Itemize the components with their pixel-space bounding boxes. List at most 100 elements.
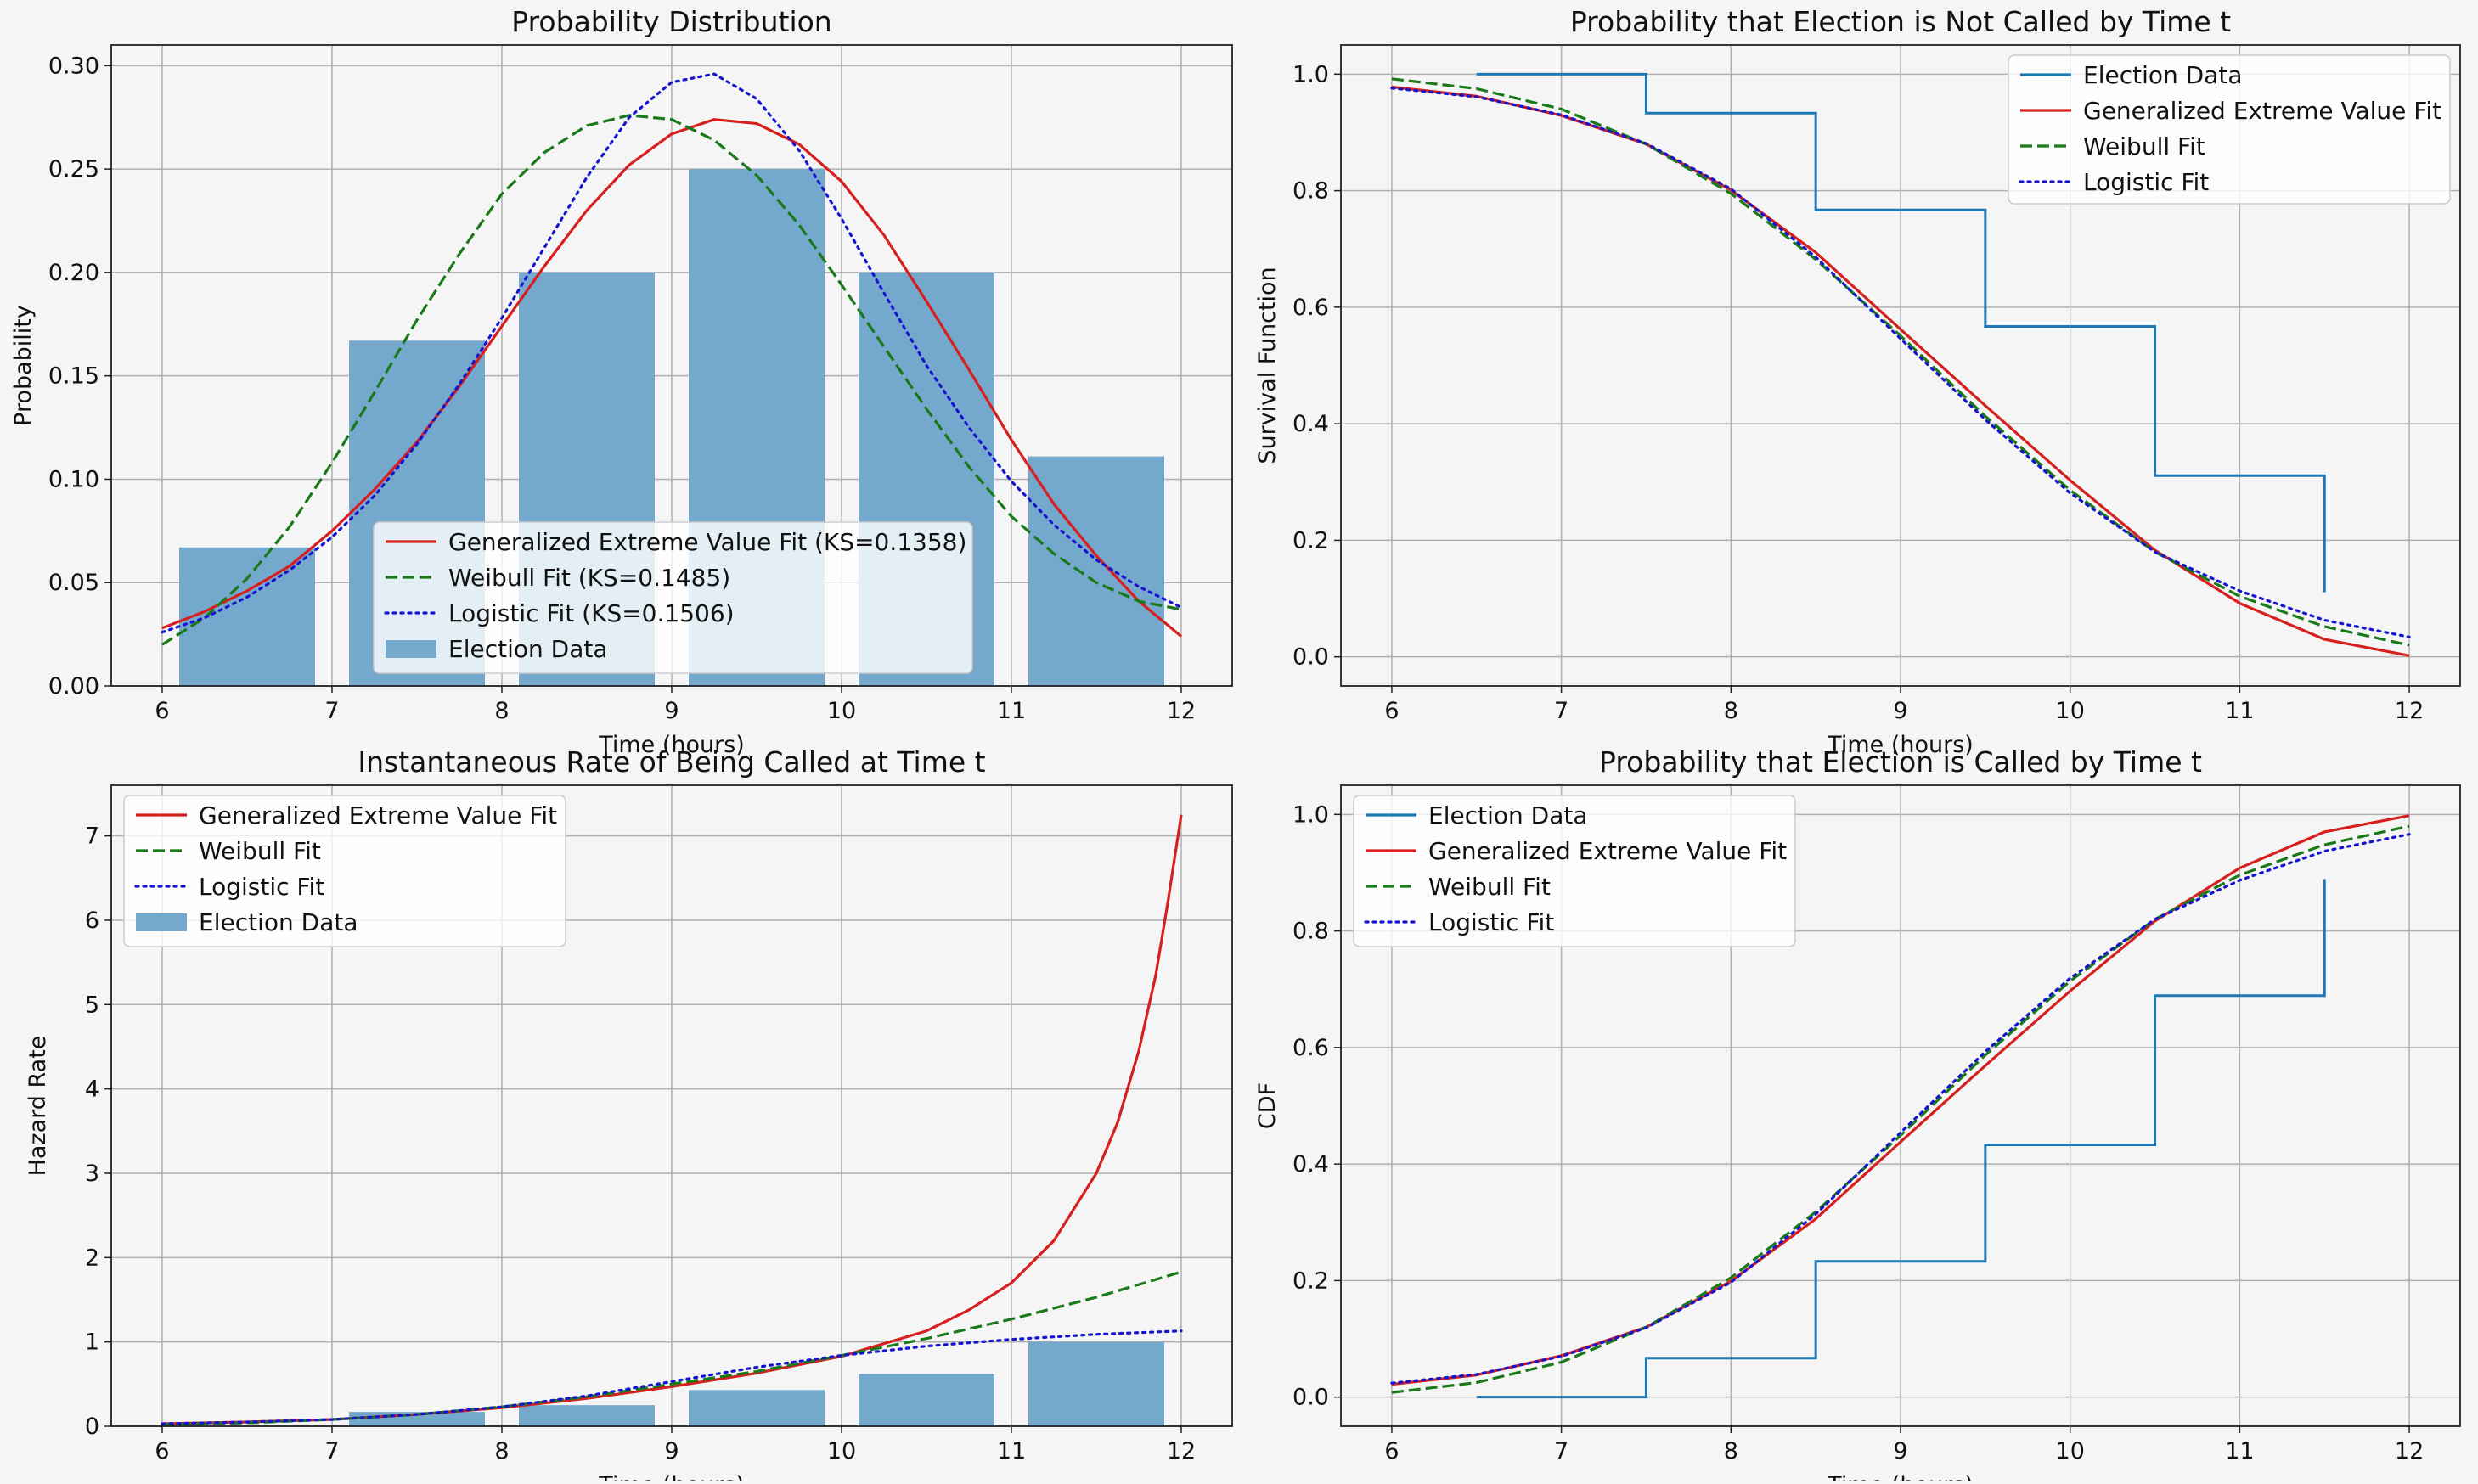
series-logistic-line	[1390, 87, 2411, 638]
legend-label: Weibull Fit	[199, 837, 321, 865]
x-tick-label: 6	[1384, 698, 1399, 724]
legend-label: Weibull Fit	[2083, 132, 2205, 160]
y-tick-label: 0.00	[48, 673, 99, 700]
legend-label: Logistic Fit (KS=0.1506)	[448, 599, 735, 627]
y-axis-label: CDF	[1254, 1082, 1281, 1129]
y-tick-label: 0.8	[1293, 919, 1329, 945]
bar-election-data	[1028, 456, 1164, 686]
legend-label: Logistic Fit	[1428, 908, 1554, 936]
x-tick-label: 7	[1554, 1438, 1568, 1464]
x-axis-label: Time (hours)	[598, 732, 745, 758]
x-tick-label: 11	[2225, 698, 2254, 724]
series-election-data-step	[1476, 72, 2326, 593]
y-tick-label: 0.2	[1293, 1268, 1329, 1294]
subplot-title: Probability that Election is Not Called …	[1570, 5, 2231, 38]
plot-area	[161, 814, 1183, 1426]
y-axis-label: Hazard Rate	[25, 1036, 51, 1177]
y-axis-label: Probability	[10, 305, 37, 426]
series-election-data-step	[1476, 879, 2326, 1399]
y-tick-label: 5	[85, 992, 99, 1018]
y-tick-label: 1.0	[1293, 801, 1329, 828]
legend-swatch-election-data	[386, 640, 436, 658]
subplot-pdf: 6 7 8 9 10 11 12 0.00 0.05 0.10 0.15 0.20 0.25 0.30 Pr…	[10, 5, 1233, 758]
y-tick-label: 4	[85, 1076, 99, 1103]
y-tick-label: 0.8	[1293, 178, 1329, 205]
legend-box	[1353, 795, 1796, 947]
legend: Election Data Generalized Extreme Value F…	[1353, 795, 1796, 947]
subplot-title: Probability that Election is Called by T…	[1599, 745, 2202, 779]
legend-label: Generalized Extreme Value Fit	[1428, 837, 1787, 865]
y-tick-label: 0.4	[1293, 1151, 1329, 1178]
x-tick-label: 7	[324, 1438, 339, 1464]
y-tick-label: 0.4	[1293, 411, 1329, 437]
y-tick-label: 6	[85, 908, 99, 934]
series-weibull-line	[161, 114, 1182, 646]
legend: Election Data Generalized Extreme Value F…	[2008, 54, 2451, 205]
legend-box	[2008, 54, 2451, 205]
series-logistic-line	[161, 1329, 1183, 1425]
y-tick-label: 0.30	[48, 53, 99, 79]
plot-area	[1390, 72, 2411, 657]
x-tick-label: 9	[664, 698, 679, 724]
x-tick-label: 12	[2395, 698, 2424, 724]
bar-election-data	[859, 1374, 994, 1426]
y-tick-label: 0.05	[48, 570, 99, 596]
y-tick-label: 2	[85, 1245, 99, 1271]
x-tick-label: 11	[2225, 1438, 2254, 1464]
legend-label: Generalized Extreme Value Fit	[2083, 97, 2441, 125]
bar-election-data	[1028, 1341, 1164, 1426]
legend-label: Election Data	[1428, 801, 1587, 829]
legend-label: Election Data	[448, 635, 607, 663]
bar-election-data	[519, 1405, 655, 1426]
x-tick-label: 6	[155, 1438, 169, 1464]
x-tick-label: 12	[1167, 1438, 1196, 1464]
series-logistic-line	[161, 72, 1183, 634]
plot-area	[1390, 814, 2411, 1399]
series-weibull-line	[1391, 77, 2410, 647]
x-tick-label: 8	[494, 698, 509, 724]
x-tick-label: 10	[827, 1438, 856, 1464]
x-tick-label: 10	[2056, 698, 2085, 724]
x-tick-label: 9	[1893, 698, 1907, 724]
subplot-cdf: 6 7 8 9 10 11 12 0.0 0.2 0.4 0.6 0.8 1.0 Probability …	[1254, 745, 2461, 1484]
y-tick-label: 0.0	[1293, 644, 1329, 671]
y-tick-label: 1.0	[1293, 61, 1329, 87]
x-tick-label: 10	[827, 698, 856, 724]
x-tick-label: 7	[1554, 698, 1568, 724]
legend-swatch-election-data	[136, 913, 187, 931]
bar-election-data	[689, 1390, 825, 1426]
x-tick-label: 7	[324, 698, 339, 724]
series-gev-line	[161, 118, 1183, 638]
y-tick-label: 0.20	[48, 260, 99, 286]
legend-label: Election Data	[2083, 61, 2242, 89]
y-tick-label: 0.2	[1293, 527, 1329, 554]
series-gev-line	[1391, 85, 2410, 657]
subplot-title: Instantaneous Rate of Being Called at Ti…	[358, 745, 985, 779]
legend-label: Generalized Extreme Value Fit	[199, 801, 557, 829]
y-tick-label: 0.0	[1293, 1385, 1329, 1411]
legend-label: Election Data	[199, 908, 358, 936]
x-tick-label: 9	[1893, 1438, 1907, 1464]
y-tick-label: 7	[85, 824, 99, 850]
x-axis-label: Time (hours)	[1827, 732, 1974, 758]
x-tick-label: 10	[2056, 1438, 2085, 1464]
x-tick-label: 6	[1384, 1438, 1399, 1464]
y-tick-label: 1	[85, 1329, 99, 1356]
legend-label: Generalized Extreme Value Fit (KS=0.1358…	[448, 528, 966, 556]
y-axis-label: Survival Function	[1254, 267, 1281, 464]
legend: Generalized Extreme Value Fit (KS=0.1358…	[373, 521, 973, 674]
y-tick-label: 0.6	[1293, 1035, 1329, 1061]
y-tick-label: 0	[85, 1414, 99, 1440]
x-tick-label: 9	[664, 1438, 679, 1464]
x-tick-label: 8	[1724, 1438, 1738, 1464]
legend-label: Logistic Fit	[2083, 168, 2209, 196]
series-gev-line	[1391, 814, 2410, 1386]
legend-box	[373, 521, 973, 674]
legend-label: Logistic Fit	[199, 873, 324, 901]
y-tick-label: 0.25	[48, 156, 99, 183]
legend-label: Weibull Fit	[1428, 873, 1551, 901]
y-tick-label: 3	[85, 1161, 99, 1187]
